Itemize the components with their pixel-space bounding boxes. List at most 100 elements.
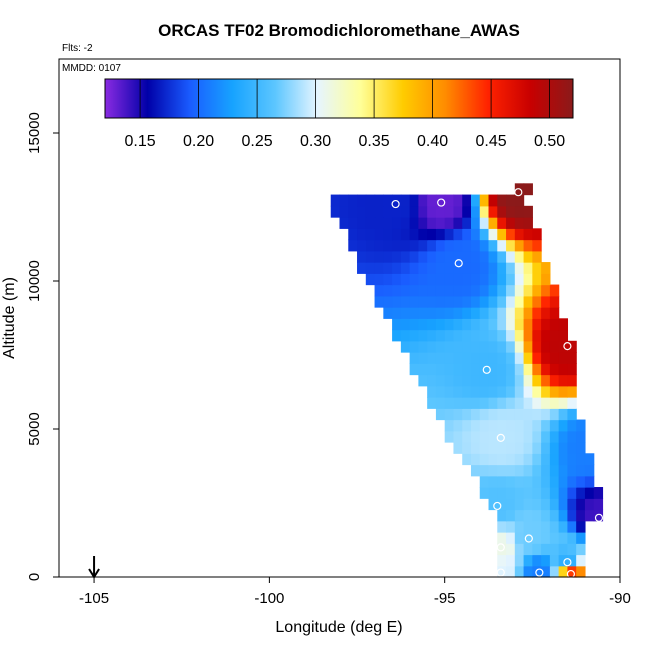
heatmap-cell <box>479 295 490 308</box>
heatmap-cell <box>549 295 560 308</box>
heatmap-cell <box>514 205 525 218</box>
heatmap-cell <box>357 250 367 263</box>
heatmap-cell <box>567 532 577 544</box>
heatmap-cell <box>576 442 586 454</box>
sample-point <box>496 543 505 552</box>
heatmap-cell <box>453 442 463 454</box>
heatmap-cell <box>453 397 463 409</box>
heatmap-cell <box>558 363 569 376</box>
heatmap-cell <box>479 397 490 409</box>
heatmap-cell <box>541 430 551 443</box>
heatmap-cell <box>470 385 481 398</box>
heatmap-cell <box>488 340 498 353</box>
heatmap-cell <box>453 408 463 421</box>
heatmap-cell <box>418 194 428 207</box>
heatmap-cell <box>514 262 525 274</box>
heatmap-cell <box>549 487 560 499</box>
heatmap-cell <box>348 194 358 207</box>
heatmap-cell <box>532 565 542 578</box>
heatmap-cell <box>506 408 516 421</box>
heatmap-cell <box>567 352 577 364</box>
heatmap-cell <box>488 307 498 319</box>
heatmap-cell <box>400 329 411 342</box>
heatmap-cell <box>523 532 533 544</box>
colorbar-tick-label: 0.30 <box>300 133 331 150</box>
heatmap-cell <box>584 498 595 511</box>
heatmap-cell <box>470 284 481 297</box>
heatmap-cell <box>593 498 604 511</box>
heatmap-cell <box>462 307 472 319</box>
heatmap-cell <box>541 475 551 488</box>
heatmap-cell <box>462 329 472 342</box>
heatmap-cell <box>567 487 577 499</box>
heatmap-cell <box>488 363 498 376</box>
heatmap-cell <box>444 318 455 331</box>
heatmap-cell <box>549 442 560 454</box>
heatmap-cell <box>506 385 516 398</box>
heatmap-cell <box>523 329 533 342</box>
heatmap-cell <box>462 217 472 229</box>
heatmap-cell <box>409 295 419 308</box>
heatmap-cell <box>541 284 551 297</box>
heatmap-cell <box>479 419 490 432</box>
heatmap-cell <box>497 329 507 342</box>
heatmap-cell <box>409 284 419 297</box>
heatmap-cell <box>479 453 490 466</box>
heatmap-cell <box>506 419 516 432</box>
heatmap-cell <box>400 318 411 331</box>
heatmap-cell <box>506 487 516 499</box>
heatmap-cell <box>470 374 481 387</box>
heatmap-cell <box>523 442 533 454</box>
x-axis: -105 -100 -95 -90 <box>79 577 631 607</box>
heatmap-cell <box>462 397 472 409</box>
sample-point <box>587 442 597 451</box>
heatmap-cell <box>418 307 428 319</box>
heatmap-cell <box>549 419 560 432</box>
heatmap-cell <box>506 262 516 274</box>
heatmap-cell <box>488 397 498 409</box>
heatmap-cell <box>427 318 437 331</box>
heatmap-cell <box>497 228 507 241</box>
heatmap-cell <box>462 239 472 252</box>
heatmap-cell <box>427 295 437 308</box>
heatmap-cell <box>532 318 542 331</box>
heatmap-cell <box>444 228 455 241</box>
heatmap-cell <box>514 217 525 229</box>
heatmap-cell <box>514 442 525 454</box>
heatmap-cell <box>444 250 455 263</box>
heatmap-cell <box>488 284 498 297</box>
heatmap-cell <box>532 385 542 398</box>
heatmap-cell <box>418 329 428 342</box>
heatmap-cell <box>470 453 481 466</box>
heatmap-cell <box>339 205 349 218</box>
heatmap-cell <box>444 284 455 297</box>
heatmap-cell <box>541 352 551 364</box>
colorbar-tick-label: 0.15 <box>125 133 156 150</box>
heatmap-cell <box>357 228 367 241</box>
heatmap-cell <box>584 464 595 477</box>
heatmap-cell <box>514 554 525 567</box>
heatmap-cell <box>567 442 577 454</box>
sample-point <box>496 568 505 577</box>
heatmap-cell <box>549 329 560 342</box>
heatmap-cell <box>558 487 569 499</box>
heatmap-cell <box>523 498 533 511</box>
heatmap-cell <box>409 273 419 286</box>
heatmap-cell <box>514 475 525 488</box>
heatmap-cell <box>365 217 376 229</box>
heatmap-cell <box>435 239 446 252</box>
heatmap-cell <box>374 205 384 218</box>
heatmap-cell <box>532 442 542 454</box>
heatmap-cell <box>470 442 481 454</box>
heatmap-cell <box>488 475 498 488</box>
heatmap-cell <box>435 273 446 286</box>
heatmap-cell <box>444 329 455 342</box>
heatmap-cell <box>409 363 419 376</box>
heatmap-cell <box>558 397 569 409</box>
heatmap-cell <box>541 374 551 387</box>
heatmap-cell <box>567 475 577 488</box>
heatmap-cell <box>435 284 446 297</box>
heatmap-cell <box>549 554 560 567</box>
heatmap-cell <box>506 363 516 376</box>
heatmap-cell <box>453 374 463 387</box>
